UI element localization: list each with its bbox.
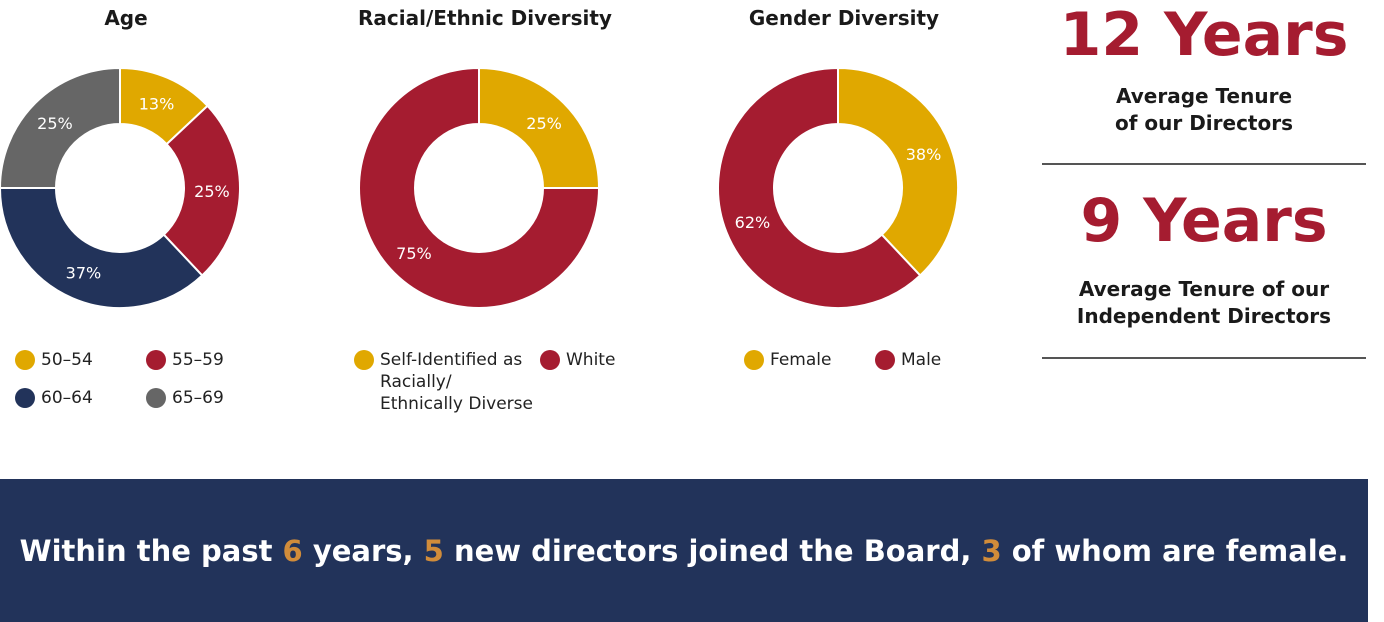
independent-tenure-value: 9 Years: [1080, 186, 1328, 256]
age-chart-title: Age: [104, 6, 148, 30]
legend-item-55-59: 55–59: [146, 349, 224, 371]
board-banner: Within the past 6 years, 5 new directors…: [0, 479, 1368, 622]
banner-number-directors: 5: [423, 533, 444, 568]
donut-slice-label: 38%: [906, 145, 942, 164]
racial-donut: 25% 75%: [359, 66, 601, 309]
director-tenure-value: 12 Years: [1059, 0, 1349, 70]
legend-swatch: [146, 350, 166, 370]
banner-text-part: Within the past: [19, 533, 283, 568]
banner-text-part: years,: [302, 533, 424, 568]
legend-swatch: [146, 388, 166, 408]
donut-slice-label: 62%: [735, 213, 771, 232]
legend-item-50-54: 50–54: [15, 349, 93, 371]
legend-swatch: [15, 388, 35, 408]
director-tenure-label-line1: Average Tenure: [1115, 84, 1293, 108]
legend-label: Male: [901, 350, 942, 370]
donut-slice-label: 37%: [66, 263, 102, 282]
age-chart: Age 13% 25% 37% 25%: [0, 0, 252, 440]
donut-slice: [478, 66, 601, 189]
legend-item-65-69: 65–69: [146, 387, 224, 409]
donut-slice-label: 75%: [396, 244, 432, 263]
donut-slice-label: 13%: [139, 95, 175, 114]
gender-chart: Gender Diversity 38% 62%: [718, 0, 970, 440]
donut-slice: [359, 66, 601, 309]
director-tenure-label-line2: of our Directors: [1114, 111, 1294, 135]
legend-item-female: Female: [744, 349, 831, 371]
legend-item-male: Male: [875, 349, 941, 371]
independent-tenure-label-line2: Independent Directors: [1076, 304, 1332, 328]
donut-slice-label: 25%: [194, 182, 230, 201]
racial-chart: Racial/Ethnic Diversity 25% 75%: [330, 0, 640, 440]
legend-label: 60–64: [41, 388, 93, 408]
legend-label: Female: [770, 350, 832, 370]
legend-label: 50–54: [41, 350, 93, 370]
donut-slice: [0, 66, 121, 189]
legend-swatch: [354, 350, 374, 370]
banner-text: Within the past 6 years, 5 new directors…: [20, 534, 1349, 568]
donut-slice: [718, 66, 922, 309]
legend-label: 65–69: [172, 388, 224, 408]
legend-item-60-64: 60–64: [15, 387, 93, 409]
independent-tenure-label-line1: Average Tenure of our: [1078, 277, 1330, 301]
legend-swatch: [875, 350, 895, 370]
divider: [1042, 357, 1366, 359]
director-tenure-label: Average Tenure of our Directors: [1040, 83, 1368, 137]
racial-chart-title: Racial/Ethnic Diversity: [358, 6, 612, 30]
gender-chart-title: Gender Diversity: [748, 6, 940, 30]
donut-slice: [0, 187, 204, 309]
legend-label: Self-Identified as Racially/ Ethnically …: [380, 350, 533, 414]
age-donut: 13% 25% 37% 25%: [0, 66, 241, 309]
donut-slice: [162, 104, 241, 277]
legend-swatch: [540, 350, 560, 370]
donut-slice-label: 25%: [526, 114, 562, 133]
gender-donut: 38% 62%: [718, 66, 959, 309]
legend-swatch: [744, 350, 764, 370]
divider: [1042, 163, 1366, 165]
legend-item-diverse: Self-Identified as Racially/ Ethnically …: [354, 349, 538, 415]
legend-swatch: [15, 350, 35, 370]
banner-text-part: of whom are female.: [1001, 533, 1349, 568]
donut-slice-label: 25%: [37, 114, 73, 133]
legend-item-white: White: [540, 349, 615, 371]
legend-label: White: [566, 350, 616, 370]
banner-number-years: 6: [282, 533, 303, 568]
banner-number-female: 3: [981, 533, 1002, 568]
banner-text-part: new directors joined the Board,: [443, 533, 982, 568]
independent-tenure-label: Average Tenure of our Independent Direct…: [1040, 276, 1368, 330]
legend-label: 55–59: [172, 350, 224, 370]
donut-slice: [837, 66, 959, 277]
